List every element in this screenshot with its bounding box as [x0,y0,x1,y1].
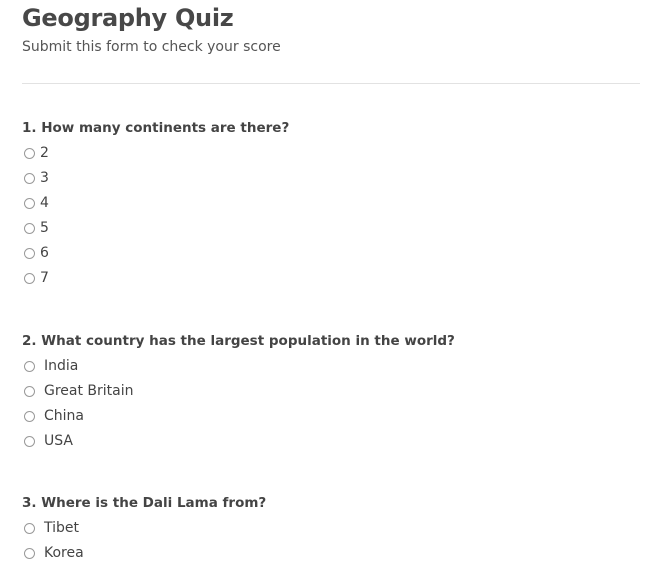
divider [22,83,640,84]
radio-button[interactable] [24,273,35,284]
radio-button[interactable] [24,436,35,447]
option-label: 4 [40,195,49,211]
radio-button[interactable] [24,548,35,559]
option-label: China [44,408,84,424]
question-text: 3. Where is the Dali Lama from? [22,495,267,511]
question-text: 1. How many continents are there? [22,120,290,136]
question-1: 1. How many continents are there? 2 3 4 5 6 7 [22,116,289,291]
radio-button[interactable] [24,148,35,159]
answer-option[interactable]: 5 [22,216,289,241]
answer-option[interactable]: 6 [22,241,289,266]
option-label: Tibet [44,520,79,536]
option-label: 3 [40,170,49,186]
page-title: Geography Quiz [22,4,234,32]
option-label: Korea [44,545,84,561]
answer-option[interactable]: 7 [22,266,289,291]
radio-button[interactable] [24,173,35,184]
option-label: India [44,358,79,374]
option-label: 6 [40,245,49,261]
radio-button[interactable] [24,248,35,259]
answer-option[interactable]: 2 [22,141,289,166]
answer-option[interactable]: Great Britain [22,379,455,404]
radio-button[interactable] [24,223,35,234]
question-2: 2. What country has the largest populati… [22,329,455,454]
answer-option[interactable]: China [22,404,455,429]
radio-button[interactable] [24,411,35,422]
question-3: 3. Where is the Dali Lama from? Tibet Kore… [22,491,266,566]
option-label: 2 [40,145,49,161]
answer-option[interactable]: Tibet [22,516,266,541]
option-label: 5 [40,220,49,236]
answer-option[interactable]: Korea [22,541,266,566]
answer-option[interactable]: 3 [22,166,289,191]
question-text: 2. What country has the largest populati… [22,333,455,349]
answer-option[interactable]: India [22,354,455,379]
answer-option[interactable]: 4 [22,191,289,216]
page-subtitle: Submit this form to check your score [22,39,281,55]
option-label: USA [44,433,73,449]
radio-button[interactable] [24,523,35,534]
radio-button[interactable] [24,361,35,372]
radio-button[interactable] [24,386,35,397]
option-label: 7 [40,270,49,286]
option-label: Great Britain [44,383,134,399]
radio-button[interactable] [24,198,35,209]
answer-option[interactable]: USA [22,429,455,454]
